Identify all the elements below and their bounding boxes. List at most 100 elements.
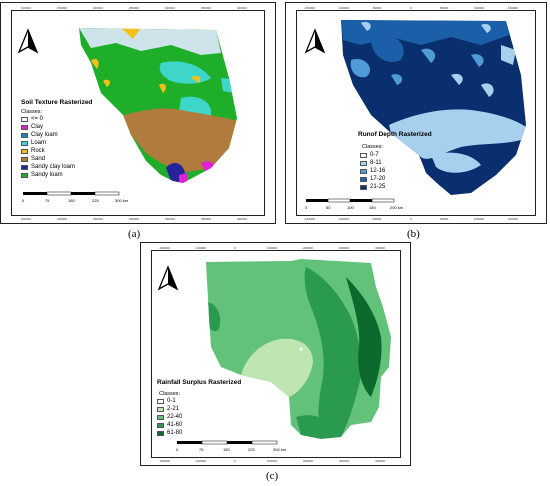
legend-title: Rainfall Surplus Rasterized: [157, 379, 242, 386]
coord-tick: -100000: [195, 246, 207, 250]
legend-swatch: [21, 156, 28, 162]
legend-swatch: [157, 398, 164, 404]
coord-tick: 350000: [201, 217, 212, 221]
scale-label: 75: [45, 198, 50, 203]
coord-tick: 150000: [508, 217, 519, 221]
soil-texture-map: [79, 28, 237, 183]
legend-label: Rock: [31, 148, 45, 154]
scale-label: 75: [199, 447, 204, 452]
legend-item: 0-1: [157, 398, 176, 404]
legend-label: 0-7: [370, 152, 379, 158]
legend-swatch: [21, 148, 28, 154]
legend-label: Sand: [31, 156, 46, 162]
legend-item: 21-25: [360, 184, 385, 190]
scale-label: 200 km: [390, 205, 404, 210]
coord-tick: 0: [234, 246, 236, 250]
coord-tick: 300000: [165, 6, 176, 10]
legend-label: 41-60: [167, 422, 183, 428]
scale-bar: [177, 440, 278, 445]
legend-label: <= 0: [31, 116, 44, 122]
legend-item: Sandy clay loam: [21, 164, 75, 170]
coord-tick: 400000: [375, 459, 386, 463]
coord-tick: 100000: [474, 6, 485, 10]
legend-title: Soil Texture Rasterized: [21, 99, 93, 106]
coord-tick: 250000: [129, 6, 140, 10]
legend-classes-label: Classes:: [21, 109, 43, 115]
legend-label: Loam: [31, 140, 47, 146]
map-panel-a: 100000 150000 200000 250000 300000 35000…: [0, 2, 276, 224]
coord-tick: -200000: [159, 459, 171, 463]
coord-tick: 350000: [201, 6, 212, 10]
legend-label: Sandy clay loam: [31, 164, 76, 170]
coord-tick: 0: [234, 459, 236, 463]
legend-label: Clay loam: [31, 132, 58, 138]
legend-label: 2-21: [167, 406, 180, 412]
coord-tick: 100000: [21, 6, 32, 10]
coord-tick: 400000: [237, 6, 248, 10]
caption-a: (a): [128, 228, 141, 240]
legend-swatch: [21, 172, 28, 178]
coord-tick: 400000: [375, 246, 386, 250]
coord-tick: -100000: [338, 6, 350, 10]
legend-label: 12-16: [370, 168, 386, 174]
legend-swatch: [21, 140, 28, 146]
coord-tick: -50000: [372, 6, 382, 10]
north-arrow-icon: [304, 28, 326, 54]
coord-tick: 400000: [237, 217, 248, 221]
legend-swatch: [360, 168, 367, 174]
coord-tick: 150000: [57, 6, 68, 10]
coord-tick: -150000: [304, 6, 316, 10]
scale-label: 150: [223, 447, 230, 452]
coord-tick: 150000: [508, 6, 519, 10]
scale-label: 0: [22, 198, 25, 203]
legend-item: 12-16: [360, 168, 385, 174]
scale-label: 100: [347, 205, 354, 210]
legend-title: Runof Depth Rasterized: [358, 131, 432, 138]
scale-bar: [306, 198, 395, 203]
scale-label: 0: [305, 205, 308, 210]
legend-item: Clay: [21, 124, 43, 130]
scale-label: 0: [176, 447, 179, 452]
scale-label: 225: [92, 198, 99, 203]
scale-label: 150: [369, 205, 376, 210]
legend-item: 2-21: [157, 406, 179, 412]
scale-label: 225: [248, 447, 255, 452]
coord-tick: 200000: [93, 6, 104, 10]
legend-swatch: [21, 124, 28, 130]
scale-label: 300 km: [273, 447, 287, 452]
legend-swatch: [360, 152, 367, 158]
map-panel-b: -150000 -100000 -50000 0 50000 100000 15…: [285, 2, 547, 224]
coord-tick: 300000: [165, 217, 176, 221]
legend-label: 22-40: [167, 414, 183, 420]
legend-swatch: [21, 164, 28, 170]
coord-tick: 200000: [303, 246, 314, 250]
coord-tick: 50000: [440, 6, 449, 10]
coord-tick: 100000: [267, 459, 278, 463]
coord-tick: -100000: [338, 217, 350, 221]
legend-item: Loam: [21, 140, 46, 146]
legend-swatch: [360, 176, 367, 182]
legend-swatch: [21, 132, 28, 138]
scale-bar: [23, 191, 120, 196]
legend-label: 61-80: [167, 430, 183, 436]
legend-label: 8-11: [370, 160, 382, 166]
caption-c: (c): [266, 470, 279, 482]
caption-b: (b): [407, 228, 420, 240]
coord-tick: 200000: [303, 459, 314, 463]
coord-tick: 150000: [57, 217, 68, 221]
legend-item: Rock: [21, 148, 45, 154]
coord-tick: 100000: [474, 217, 485, 221]
scale-label: 50: [326, 205, 331, 210]
coord-tick: 300000: [339, 459, 350, 463]
map-panel-c: -200000 -100000 0 100000 200000 300000 4…: [140, 242, 411, 466]
coord-tick: 0: [410, 6, 412, 10]
legend-item: Clay loam: [21, 132, 58, 138]
coord-tick: 100000: [267, 246, 278, 250]
legend-swatch: [157, 430, 164, 436]
legend-item: 41-60: [157, 422, 182, 428]
runoff-depth-map: [341, 20, 526, 195]
legend-item: 61-80: [157, 430, 182, 436]
legend-swatch: [360, 184, 367, 190]
coord-tick: 0: [410, 217, 412, 221]
coord-tick: -50000: [372, 217, 382, 221]
